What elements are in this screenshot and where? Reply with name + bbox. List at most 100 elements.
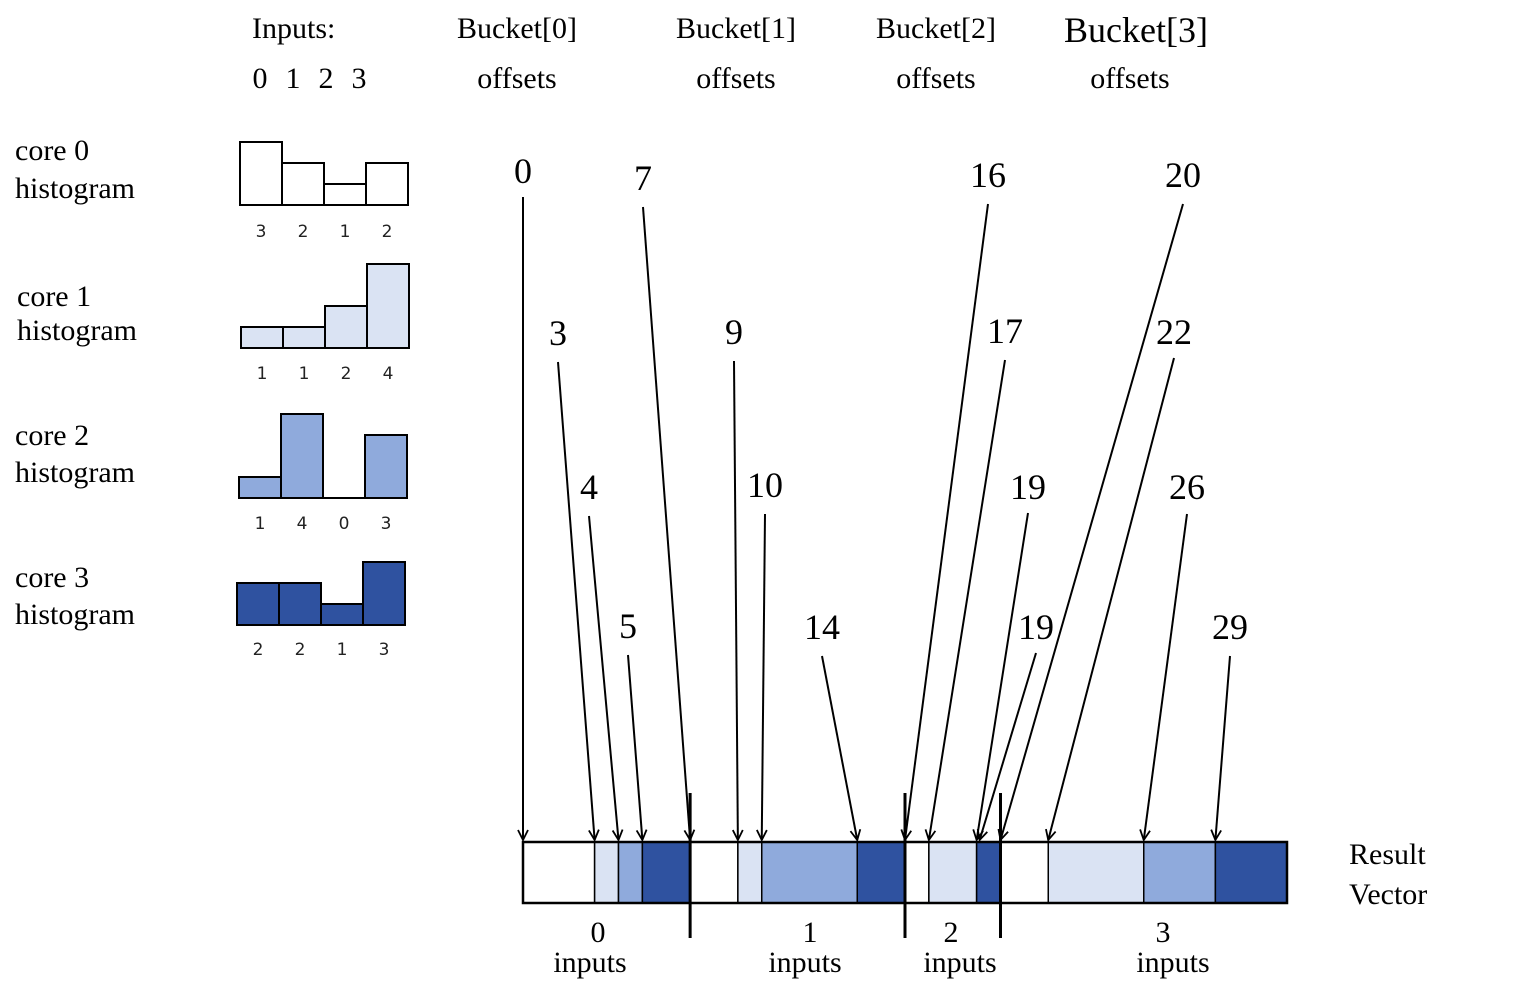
core-2-label: core 2 xyxy=(15,419,89,452)
result-vector-label-line2: Vector xyxy=(1349,878,1427,911)
result-vector-label-line1: Result xyxy=(1349,838,1426,871)
core-2-bar-0 xyxy=(238,476,282,499)
core-1-bar-3 xyxy=(366,263,410,349)
result-segment-12 xyxy=(999,841,1049,904)
bucket-1-title: Bucket[1] xyxy=(676,12,796,45)
core-3-bar-3 xyxy=(362,561,406,626)
core-2-count-label-0: 1 xyxy=(255,514,266,534)
core-3-label: core 3 xyxy=(15,561,89,594)
core-0-count-label-0: 3 xyxy=(256,222,267,242)
offset-label-2: 4 xyxy=(580,467,598,507)
offset-11: 19 xyxy=(980,607,1054,840)
offset-arrow-10 xyxy=(977,512,1029,840)
core-3-bar-0 xyxy=(236,582,280,626)
core-3-histogram: 2 2 1 3 xyxy=(236,561,406,660)
offset-arrow-14 xyxy=(1144,513,1188,840)
result-segment-4 xyxy=(689,841,739,904)
result-segment-11 xyxy=(975,841,1002,904)
offset-arrow-8 xyxy=(905,203,989,840)
core-1-bar-1 xyxy=(282,326,326,349)
offset-arrows: 0 3 4 5 7 9 10 14 16 17 19 19 20 22 26 29 xyxy=(514,151,1248,840)
core-2-count-label-3: 3 xyxy=(381,514,392,534)
offset-arrow-9 xyxy=(929,359,1006,840)
offset-arrow-3 xyxy=(627,654,642,840)
core-1-count-label-2: 2 xyxy=(341,364,352,384)
offset-arrow-15 xyxy=(1215,655,1231,840)
offset-13: 22 xyxy=(1048,312,1192,840)
result-segment-9 xyxy=(928,841,978,904)
core-0-sublabel: histogram xyxy=(15,172,135,205)
offset-8: 16 xyxy=(905,155,1006,840)
result-segment-3 xyxy=(641,841,691,904)
group-3-number: 3 xyxy=(1156,916,1171,949)
offset-1: 3 xyxy=(549,313,595,840)
offset-9: 17 xyxy=(929,311,1023,840)
result-segment-1 xyxy=(593,841,620,904)
offset-label-5: 9 xyxy=(725,312,743,352)
core-1-histogram: 1 1 2 4 xyxy=(240,263,410,384)
offset-arrow-5 xyxy=(734,360,738,840)
offset-2: 4 xyxy=(580,467,619,840)
inputs-index-3: 3 xyxy=(352,62,367,95)
core-1-bar-0 xyxy=(240,326,284,349)
group-2-number: 2 xyxy=(944,916,959,949)
core-2-bar-1 xyxy=(280,413,324,499)
group-0-inputs-label: inputs xyxy=(553,946,626,979)
offset-3: 5 xyxy=(619,606,642,840)
offset-label-10: 19 xyxy=(1010,467,1046,507)
offset-label-7: 14 xyxy=(804,607,840,647)
core-1-count-label-3: 4 xyxy=(383,364,394,384)
offset-15: 29 xyxy=(1212,607,1248,840)
bucket-3-title: Bucket[3] xyxy=(1064,10,1208,50)
core-0-count-label-2: 1 xyxy=(340,222,351,242)
group-0-number: 0 xyxy=(591,916,606,949)
offset-arrow-6 xyxy=(762,513,765,840)
offset-arrow-13 xyxy=(1048,357,1175,840)
core-3-bar-2 xyxy=(320,603,364,626)
result-segment-0 xyxy=(522,841,596,904)
offset-14: 26 xyxy=(1144,467,1205,840)
offset-label-1: 3 xyxy=(549,313,567,353)
offset-10: 19 xyxy=(977,467,1046,840)
core-0-histogram: 3 2 1 2 xyxy=(239,141,409,242)
core-0-bar-0 xyxy=(239,141,283,206)
offset-7: 14 xyxy=(804,607,857,840)
offset-label-3: 5 xyxy=(619,606,637,646)
offset-arrow-7 xyxy=(821,655,857,840)
core-3-bar-1 xyxy=(278,582,322,626)
offset-label-15: 29 xyxy=(1212,607,1248,647)
result-segment-15 xyxy=(1214,841,1288,904)
offset-5: 9 xyxy=(725,312,743,840)
result-segment-8 xyxy=(904,841,930,904)
offset-label-8: 16 xyxy=(970,155,1006,195)
core-2-count-label-1: 4 xyxy=(297,514,308,534)
offset-label-4: 7 xyxy=(634,158,652,198)
offset-label-6: 10 xyxy=(747,465,783,505)
inputs-label: Inputs: xyxy=(252,12,335,45)
core-0-count-label-1: 2 xyxy=(298,222,309,242)
offset-label-12: 20 xyxy=(1165,155,1201,195)
offset-arrow-12 xyxy=(1001,203,1184,840)
result-segment-5 xyxy=(737,841,763,904)
result-segment-2 xyxy=(617,841,644,904)
offset-label-9: 17 xyxy=(987,311,1023,351)
result-segment-6 xyxy=(761,841,858,904)
core-1-count-label-0: 1 xyxy=(257,364,268,384)
offset-label-14: 26 xyxy=(1169,467,1205,507)
offset-0: 0 xyxy=(514,151,532,840)
offset-12: 20 xyxy=(1001,155,1201,840)
group-1-number: 1 xyxy=(803,916,818,949)
offset-6: 10 xyxy=(747,465,783,840)
core-3-count-label-1: 2 xyxy=(295,640,306,660)
core-0-count-label-3: 2 xyxy=(382,222,393,242)
group-2-inputs-label: inputs xyxy=(923,946,996,979)
bucket-2-title: Bucket[2] xyxy=(876,12,996,45)
inputs-index-2: 2 xyxy=(319,62,334,95)
core-0-bar-3 xyxy=(365,162,409,206)
core-0-label: core 0 xyxy=(15,134,89,167)
offset-label-13: 22 xyxy=(1156,312,1192,352)
offset-label-0: 0 xyxy=(514,151,532,191)
histograms: 3 2 1 2 1 1 2 4 1 4 0 3 2 2 1 3 xyxy=(236,141,410,660)
result-vector xyxy=(521,793,1289,938)
